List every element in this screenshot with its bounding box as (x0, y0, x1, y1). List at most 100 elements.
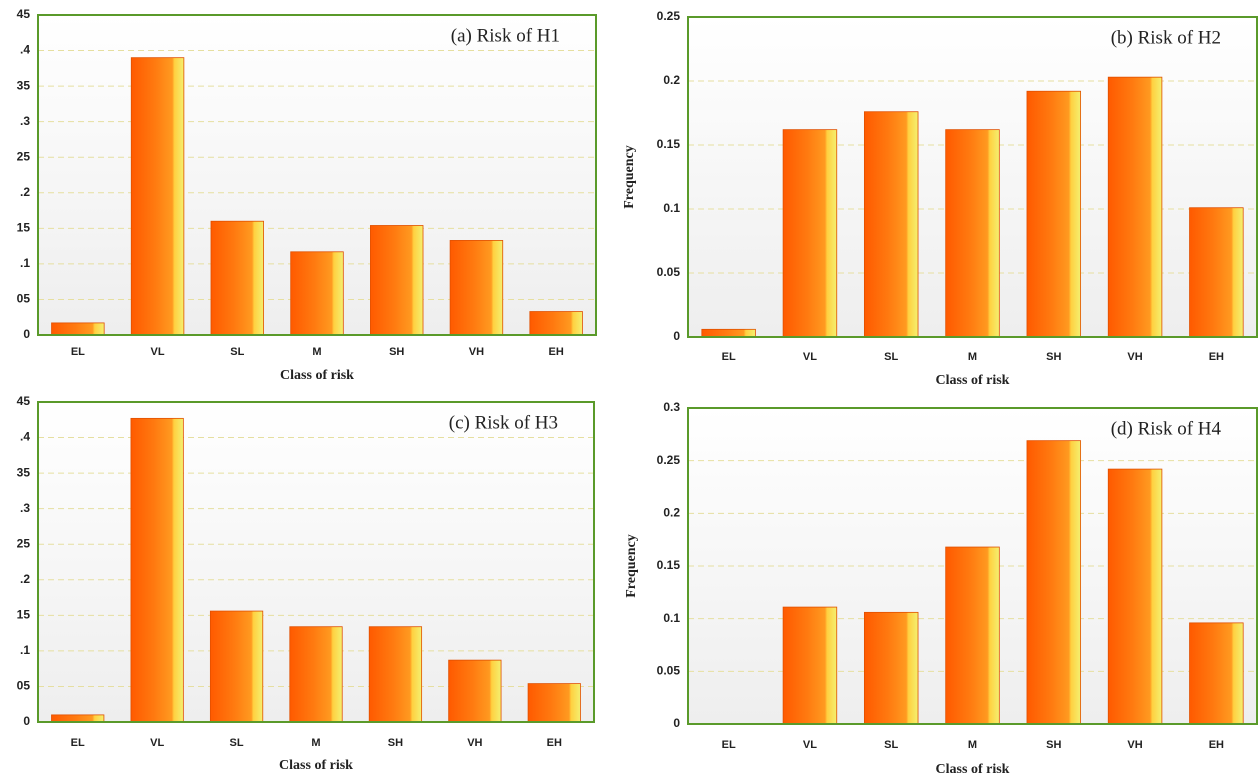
bar (51, 322, 105, 336)
x-axis-label: Class of risk (936, 373, 1010, 388)
bar (1026, 440, 1082, 725)
bar (527, 683, 581, 723)
y-tick-label: 0.1 (663, 201, 680, 215)
y-tick-label: 25 (17, 149, 31, 163)
y-tick-label: 05 (17, 292, 31, 306)
y-tick-label: 0.05 (657, 265, 681, 279)
x-tick-label: SL (230, 737, 244, 749)
bar (863, 611, 919, 725)
bar (1107, 468, 1163, 725)
y-tick-label: 0 (673, 716, 680, 730)
bar (51, 714, 105, 723)
bar (449, 240, 504, 336)
y-axis-label: Frequency (622, 145, 637, 209)
bar (782, 606, 838, 725)
x-tick-label: VL (150, 737, 164, 749)
y-tick-label: 0.1 (663, 611, 680, 625)
bar (130, 57, 185, 336)
y-tick-label: 0 (23, 327, 30, 341)
y-tick-label: 45 (17, 394, 31, 408)
x-axis-label: Class of risk (279, 758, 353, 773)
y-tick-label: .2 (20, 185, 30, 199)
y-tick-label: .1 (20, 256, 30, 270)
bar (1189, 207, 1244, 338)
y-tick-label: 45 (17, 7, 31, 21)
bar (863, 111, 919, 338)
chart-title: (a) Risk of H1 (451, 25, 560, 46)
bar (290, 251, 344, 336)
y-tick-label: 0 (673, 329, 680, 343)
y-tick-label: 25 (17, 536, 31, 550)
x-tick-label: VH (1127, 351, 1142, 363)
y-tick-label: 35 (17, 78, 31, 92)
y-tick-label: .2 (20, 572, 30, 586)
plot-border (37, 14, 597, 336)
x-tick-label: VL (803, 739, 817, 751)
bar (210, 220, 264, 336)
x-tick-label: VH (467, 737, 482, 749)
y-tick-label: 15 (17, 608, 31, 622)
x-tick-label: VL (151, 346, 165, 358)
y-tick-label: 15 (17, 221, 31, 235)
x-tick-label: EL (71, 346, 85, 358)
bar (1189, 622, 1244, 725)
chart-title: (d) Risk of H4 (1111, 418, 1222, 439)
bar (448, 659, 502, 723)
y-tick-label: .3 (20, 501, 30, 515)
y-tick-label: 0.05 (657, 664, 681, 678)
x-tick-label: VH (1127, 739, 1142, 751)
plot-border (687, 407, 1258, 725)
plot-border (687, 16, 1258, 338)
x-tick-label: SL (884, 739, 898, 751)
y-tick-label: 0.3 (663, 400, 680, 414)
x-tick-label: EL (722, 739, 736, 751)
y-tick-label: 0.15 (657, 558, 681, 572)
y-tick-label: .4 (20, 43, 30, 57)
bar (370, 225, 424, 336)
x-tick-label: SL (884, 351, 898, 363)
y-tick-label: 0.2 (663, 506, 680, 520)
bar (701, 328, 756, 338)
bar (209, 610, 264, 723)
y-tick-label: 05 (17, 679, 31, 693)
bar (130, 417, 184, 723)
x-tick-label: SH (1046, 739, 1061, 751)
x-tick-label: SH (1046, 351, 1061, 363)
x-tick-label: EL (722, 351, 736, 363)
y-tick-label: .1 (20, 643, 30, 657)
y-tick-label: .3 (20, 114, 30, 128)
x-tick-label: M (968, 739, 977, 751)
chart-title: (c) Risk of H3 (449, 412, 558, 433)
chart-title: (b) Risk of H2 (1111, 27, 1221, 48)
y-tick-label: 0.2 (663, 73, 680, 87)
x-tick-label: SH (388, 737, 403, 749)
bar (1107, 76, 1163, 338)
bar (1026, 90, 1082, 338)
x-tick-label: EL (71, 737, 85, 749)
x-tick-label: EH (547, 737, 562, 749)
x-axis-label: Class of risk (280, 368, 354, 383)
plot-border (37, 401, 595, 723)
bar (782, 129, 838, 338)
x-tick-label: M (311, 737, 320, 749)
y-tick-label: 0.25 (657, 453, 681, 467)
y-tick-label: 35 (17, 465, 31, 479)
x-tick-label: SH (389, 346, 404, 358)
bar (945, 546, 1000, 725)
x-axis-label: Class of risk (936, 762, 1010, 777)
bar (368, 626, 423, 723)
x-tick-label: M (968, 351, 977, 363)
bar (529, 311, 583, 336)
y-tick-label: 0.15 (657, 137, 681, 151)
x-tick-label: M (312, 346, 321, 358)
y-axis-label: Frequency (624, 534, 639, 598)
x-tick-label: VH (469, 346, 484, 358)
bar (289, 626, 343, 723)
x-tick-label: EH (549, 346, 564, 358)
bar (945, 129, 1000, 338)
y-tick-label: .4 (20, 430, 30, 444)
y-tick-label: 0.25 (657, 9, 681, 23)
x-tick-label: EH (1209, 351, 1224, 363)
x-tick-label: VL (803, 351, 817, 363)
